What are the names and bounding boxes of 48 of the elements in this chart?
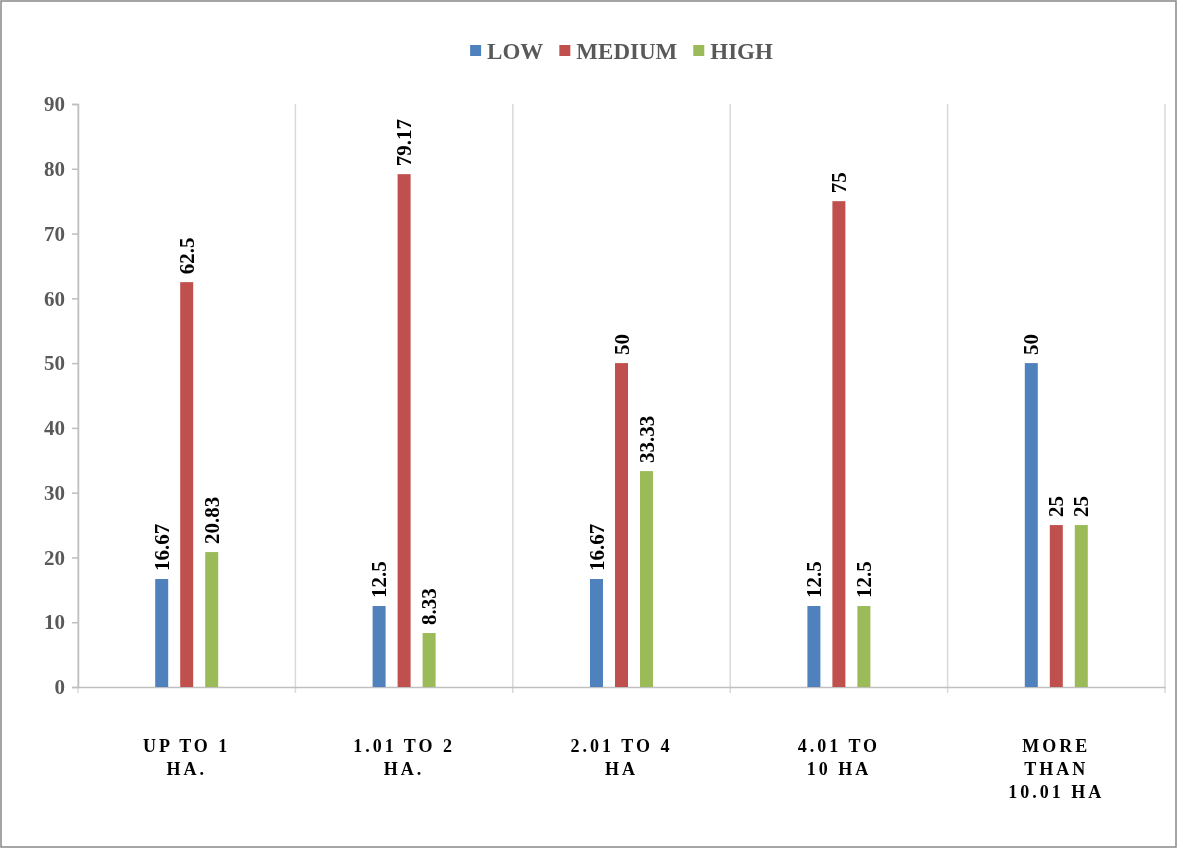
data-label: 12.5 — [367, 561, 392, 599]
y-tick-label: 70 — [44, 221, 65, 246]
data-label: 50 — [1019, 334, 1044, 356]
bar — [640, 471, 653, 687]
bar — [832, 201, 846, 687]
x-tick-label: 4.01 TO 10 HA — [797, 736, 881, 779]
x-tick-label: MORE THAN 10.01 HA — [1008, 736, 1105, 802]
bar — [372, 606, 386, 687]
y-tick-label: 0 — [54, 675, 65, 700]
bar — [857, 606, 871, 687]
data-label: 8.33 — [417, 588, 442, 626]
data-label: 12.5 — [851, 561, 876, 599]
x-tick-label: 1.01 TO 2 HA. — [353, 736, 456, 779]
bar — [205, 552, 219, 687]
data-label: 16.67 — [584, 523, 609, 572]
bar — [1049, 525, 1063, 687]
x-tick-label: 2.01 TO 4 HA — [570, 736, 673, 779]
data-label: 33.33 — [634, 415, 659, 464]
y-tick-label: 40 — [44, 416, 65, 441]
y-tick-label: 30 — [44, 480, 65, 505]
data-label: 16.67 — [149, 523, 174, 572]
bar — [397, 174, 411, 687]
data-label: 12.5 — [801, 561, 826, 599]
data-label: 20.83 — [199, 496, 224, 545]
data-label: 50 — [609, 334, 634, 356]
legend-label: LOW — [487, 39, 544, 65]
legend-label: HIGH — [710, 39, 773, 65]
bar — [590, 579, 603, 687]
y-tick-label: 90 — [44, 92, 65, 117]
y-tick-label: 20 — [44, 545, 65, 570]
bar — [422, 633, 436, 687]
data-label: 79.17 — [392, 118, 417, 167]
x-tick-label: UP TO 1 HA. — [143, 736, 231, 779]
data-label: 62.5 — [174, 237, 199, 275]
bar — [1074, 525, 1088, 687]
y-tick-label: 10 — [44, 610, 65, 635]
bar — [155, 579, 169, 687]
y-tick-label: 50 — [44, 351, 65, 376]
y-tick-label: 60 — [44, 286, 65, 311]
legend-label: MEDIUM — [576, 39, 678, 65]
bar — [807, 606, 821, 687]
y-tick-label: 80 — [44, 157, 65, 181]
bar — [180, 282, 194, 687]
data-label: 75 — [826, 172, 851, 194]
bar — [615, 363, 628, 687]
data-label: 25 — [1044, 496, 1069, 518]
data-label: 25 — [1069, 496, 1094, 518]
bar — [1024, 363, 1038, 687]
